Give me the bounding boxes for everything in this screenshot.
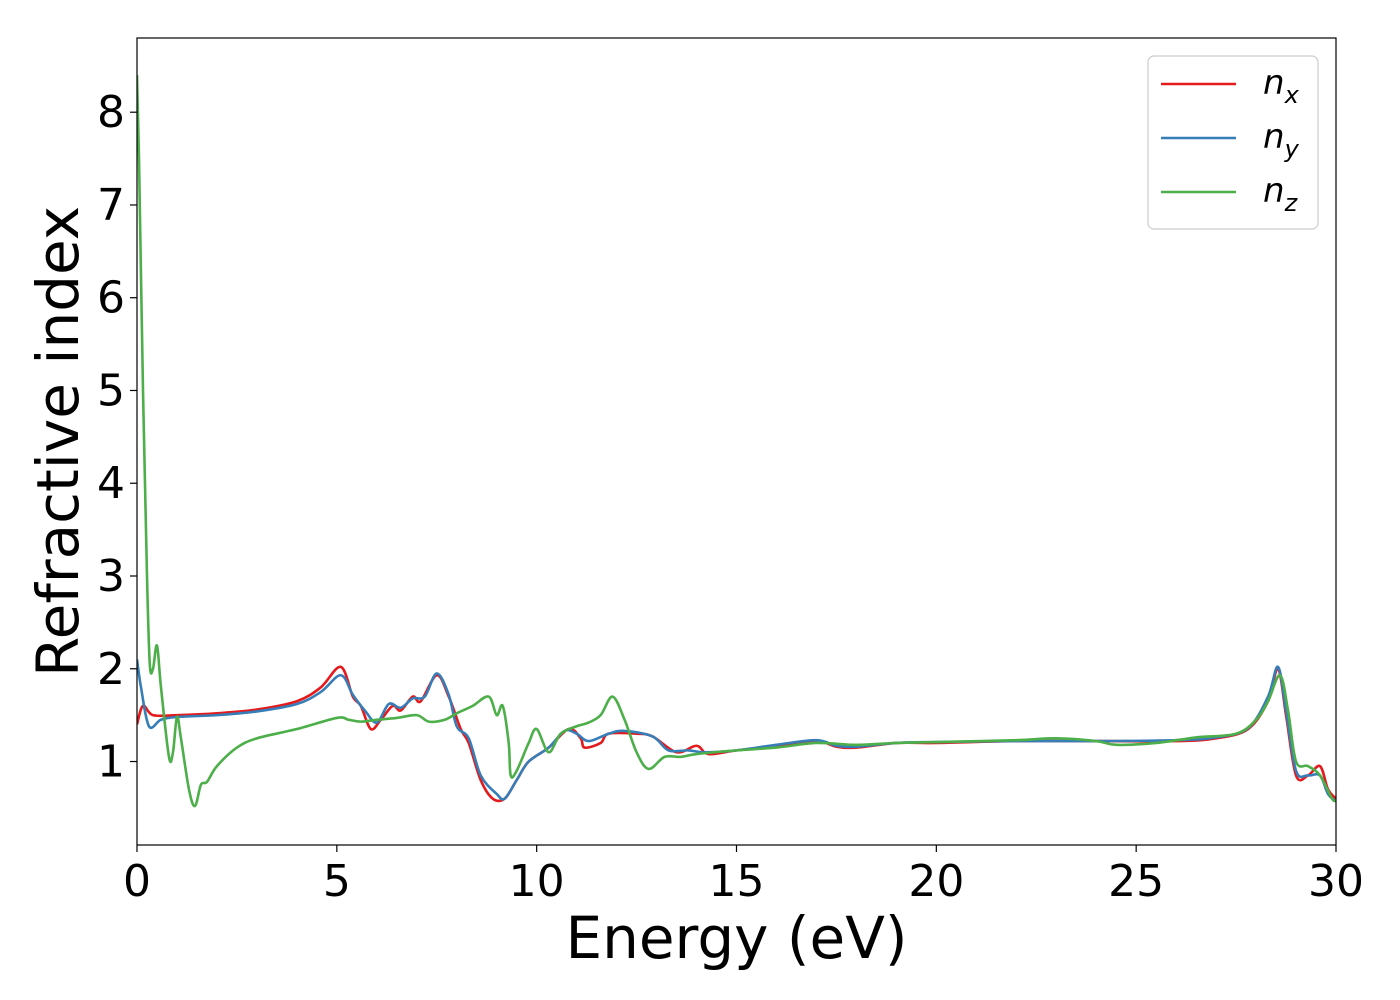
x-tick-label: 20 <box>908 856 964 907</box>
y-tick-label: 1 <box>97 737 125 788</box>
series-line-z <box>137 75 1336 808</box>
x-tick-label: 10 <box>509 856 565 907</box>
legend-label-x: nx <box>1263 63 1300 109</box>
y-axis-title: Refractive index <box>24 206 92 677</box>
x-tick-label: 5 <box>323 856 351 907</box>
x-tick-label: 30 <box>1308 856 1364 907</box>
series-line-x <box>137 665 1336 803</box>
x-tick-label: 25 <box>1108 856 1164 907</box>
x-tick-label: 0 <box>123 856 151 907</box>
y-tick-label: 7 <box>97 180 125 231</box>
y-tick-label: 8 <box>97 87 125 138</box>
x-axis-title: Energy (eV) <box>565 904 907 972</box>
legend-label-y: ny <box>1263 117 1300 163</box>
y-tick-label: 3 <box>97 551 125 602</box>
legend: nx ny nz <box>1147 55 1319 230</box>
x-axis: 0 5 10 15 20 25 30 <box>123 845 1364 907</box>
y-tick-label: 6 <box>97 273 125 324</box>
y-tick-label: 2 <box>97 644 125 695</box>
y-tick-label: 4 <box>97 458 125 509</box>
legend-label-z: nz <box>1263 171 1299 217</box>
legend-box <box>1147 55 1319 230</box>
y-tick-label: 5 <box>97 365 125 416</box>
plot-lines <box>137 75 1336 808</box>
y-axis: 1 2 3 4 5 6 7 8 <box>97 87 137 788</box>
x-tick-label: 15 <box>709 856 765 907</box>
series-line-y <box>137 659 1336 803</box>
